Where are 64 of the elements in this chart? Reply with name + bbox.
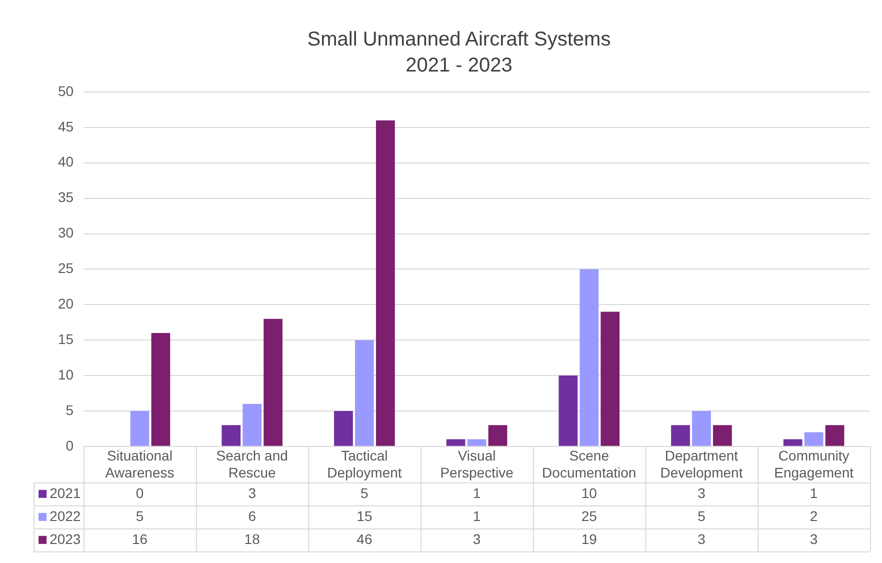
y-tick-label: 10 (58, 366, 74, 382)
data-label: 5 (136, 508, 144, 524)
bar (713, 425, 732, 446)
bar (580, 269, 599, 446)
bar (825, 425, 844, 446)
data-label: 3 (698, 484, 706, 501)
bar (242, 404, 262, 446)
data-label: 19 (581, 530, 598, 547)
x-tick-label: Search and Rescue (216, 448, 288, 480)
bar (334, 410, 353, 446)
data-label: 18 (244, 530, 260, 547)
data-label: 2 (810, 508, 818, 524)
data-label: 5 (698, 508, 706, 524)
y-tick-label: 25 (58, 260, 74, 276)
data-label: 3 (248, 484, 256, 501)
bar (692, 410, 711, 446)
data-label: 1 (810, 484, 818, 501)
bar (488, 425, 508, 446)
data-label: 10 (581, 484, 598, 501)
bar (671, 425, 690, 446)
bar (355, 340, 374, 446)
data-label: 1 (472, 484, 481, 501)
bar (600, 312, 620, 446)
bar (264, 318, 282, 446)
legend-label: 2021 (50, 484, 81, 501)
data-label: 6 (248, 508, 256, 524)
bar (558, 376, 578, 446)
data-label: 3 (810, 530, 818, 547)
x-tick-label: Scene Documentation (542, 448, 636, 480)
data-label: 0 (136, 484, 144, 501)
y-tick-label: 30 (58, 224, 74, 241)
x-tick-label: Community Engagement (774, 448, 854, 480)
data-label: 1 (472, 508, 481, 524)
chart-subtitle: 2021 - 2023 (406, 54, 512, 77)
bar (130, 410, 150, 446)
y-tick-label: 0 (66, 437, 74, 454)
data-label: 15 (356, 508, 372, 524)
data-label: 5 (360, 484, 369, 501)
y-tick-label: 20 (58, 296, 74, 312)
bar (467, 439, 486, 446)
data-label: 16 (132, 530, 148, 547)
data-label: 25 (581, 508, 598, 524)
y-tick-label: 15 (58, 330, 74, 347)
x-tick-label: Situational Awareness (105, 448, 174, 480)
data-label: 3 (472, 530, 481, 547)
x-tick-label: Visual Perspective (440, 448, 514, 480)
y-tick-label: 45 (58, 118, 74, 134)
x-tick-label: Department Development (660, 448, 743, 480)
bar (151, 332, 170, 446)
data-label: 3 (698, 530, 706, 547)
x-tick-label: Tactical Deployment (327, 448, 402, 480)
bar (446, 439, 466, 446)
bar (376, 120, 395, 446)
y-tick-label: 40 (58, 154, 74, 170)
legend-label: 2023 (50, 530, 81, 547)
bar (804, 432, 824, 446)
bar (783, 439, 802, 446)
legend-label: 2022 (50, 508, 81, 524)
y-tick-label: 35 (58, 189, 74, 206)
y-tick-label: 5 (66, 402, 74, 418)
chart-title: Small Unmanned Aircraft Systems (307, 28, 611, 51)
bar (222, 425, 241, 446)
data-label: 46 (356, 530, 372, 547)
y-tick-label: 50 (58, 82, 74, 99)
